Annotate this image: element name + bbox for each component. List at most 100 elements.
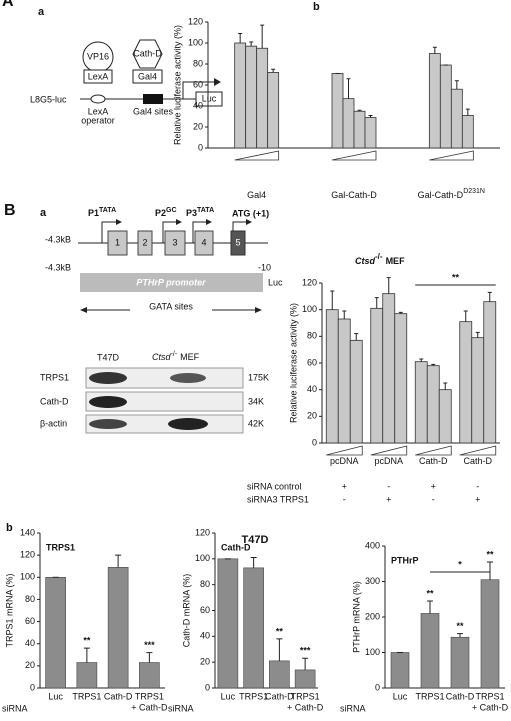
- bar: [450, 88, 463, 149]
- bar: [483, 301, 497, 444]
- bar: [480, 579, 500, 689]
- chart-title: Ctsd-/- MEF: [355, 252, 405, 266]
- y-tick-label: 200: [365, 611, 380, 621]
- panel-letter: b: [313, 1, 320, 13]
- y-tick-label: 40: [307, 384, 317, 394]
- bar: [390, 652, 410, 689]
- bar: [325, 309, 339, 444]
- arrowhead: [80, 307, 87, 313]
- panel-letter: B: [4, 202, 16, 219]
- label: PTHrP promoter: [136, 277, 206, 287]
- bar: [353, 110, 366, 149]
- arrowhead: [176, 219, 182, 225]
- row-label: β-actin: [40, 418, 67, 428]
- dose-wedge: [370, 445, 408, 456]
- x-tick-label: pcDNA: [330, 456, 359, 466]
- error-bar: [463, 310, 468, 322]
- category: Gal-Cath-D: [331, 190, 377, 200]
- bar: [471, 337, 485, 444]
- superscript: -/-: [171, 351, 178, 358]
- condition-mark: +: [431, 481, 436, 491]
- bar: [331, 73, 344, 149]
- x-tick-label: TRPS1: [415, 691, 444, 701]
- blot-strip: [85, 414, 244, 434]
- error-bar: [487, 291, 492, 302]
- condition-label: siRNA3 TRPS1: [247, 494, 309, 504]
- significance-label: ***: [300, 646, 311, 656]
- significance-label: **: [276, 626, 284, 636]
- bar: [269, 660, 290, 689]
- label: GATA sites: [149, 301, 193, 311]
- error-bar: [146, 652, 153, 663]
- y-tick-label: 80: [25, 594, 35, 604]
- label: L8G5-luc: [30, 94, 67, 104]
- category: Cath-D: [463, 456, 492, 466]
- chart-title: TRPS1: [46, 542, 75, 552]
- y-tick-label: 0: [312, 437, 317, 447]
- y-tick-label: 100: [195, 553, 210, 563]
- label: operator: [81, 115, 115, 125]
- significance-label: *: [458, 559, 462, 569]
- category: Gal-Cath-D: [418, 190, 464, 200]
- superscript: D231N: [463, 188, 485, 195]
- arrow: [162, 221, 176, 243]
- y-axis-label: TRPS1 mRNA (%): [4, 573, 14, 647]
- x-tick-label: TRPS1: [475, 691, 504, 701]
- label: Luc: [202, 93, 217, 103]
- label: ATG (+1): [232, 208, 269, 218]
- label: P3: [186, 208, 197, 218]
- bar: [459, 321, 473, 444]
- chart-title: Cath-D: [221, 542, 251, 552]
- error-bar: [83, 647, 90, 663]
- y-axis-label: PTHrP mRNA (%): [351, 581, 361, 653]
- bar: [107, 567, 129, 689]
- bar: [256, 47, 269, 149]
- title-sup: -/-: [375, 252, 383, 261]
- error-bar: [276, 638, 283, 661]
- gal4-sites-shape: [143, 94, 163, 104]
- error-bar: [250, 557, 257, 568]
- size-label: 34K: [248, 396, 264, 406]
- condition-mark: -: [387, 481, 390, 491]
- bar: [461, 115, 474, 149]
- bar: [76, 662, 98, 689]
- x-tick-label: Cath-D: [446, 691, 475, 701]
- condition-label: siRNA control: [247, 481, 302, 491]
- x-tick-label: Luc: [393, 691, 408, 701]
- dose-wedge: [234, 150, 280, 161]
- cathd-shape: [132, 39, 163, 69]
- y-axis-label: Relative luciferase activity (%): [288, 303, 298, 423]
- y-tick-label: 0: [30, 682, 35, 692]
- y-tick-label: 140: [20, 527, 35, 537]
- dose-wedge: [331, 150, 377, 161]
- error-bar: [354, 333, 359, 341]
- x-tick-label: Cath-D: [104, 691, 133, 701]
- exon-label: 1: [115, 237, 120, 247]
- promoter-label: P3TATA: [186, 207, 214, 219]
- row-label: TRPS1: [40, 372, 69, 382]
- error-bar: [346, 78, 351, 99]
- panel-letter: A: [2, 0, 14, 10]
- y-tick-label: 60: [200, 605, 210, 615]
- exon-label: 5: [235, 237, 240, 247]
- error-bar: [357, 109, 362, 112]
- bar: [342, 98, 355, 149]
- bar: [217, 558, 239, 689]
- y-tick-label: 40: [193, 100, 203, 110]
- y-tick-label: 300: [365, 576, 380, 586]
- x-tick-label: Cath-D: [265, 691, 294, 701]
- y-axis-label: Cath-D mRNA (%): [181, 574, 191, 648]
- label: MEF: [180, 352, 200, 362]
- arrow: [182, 81, 214, 99]
- x-tick-sublabel: + Cath-D: [131, 702, 168, 712]
- condition-mark: -: [432, 494, 435, 504]
- label: Gal4 sites: [133, 106, 174, 116]
- bar: [420, 613, 440, 689]
- category: pcDNA: [330, 456, 359, 466]
- condition-mark: -: [476, 481, 479, 491]
- y-tick-label: 80: [200, 579, 210, 589]
- significance-label: **: [83, 636, 91, 646]
- panel-letter: a: [40, 207, 47, 219]
- y-tick-label: 40: [200, 631, 210, 641]
- arrowhead: [116, 219, 122, 225]
